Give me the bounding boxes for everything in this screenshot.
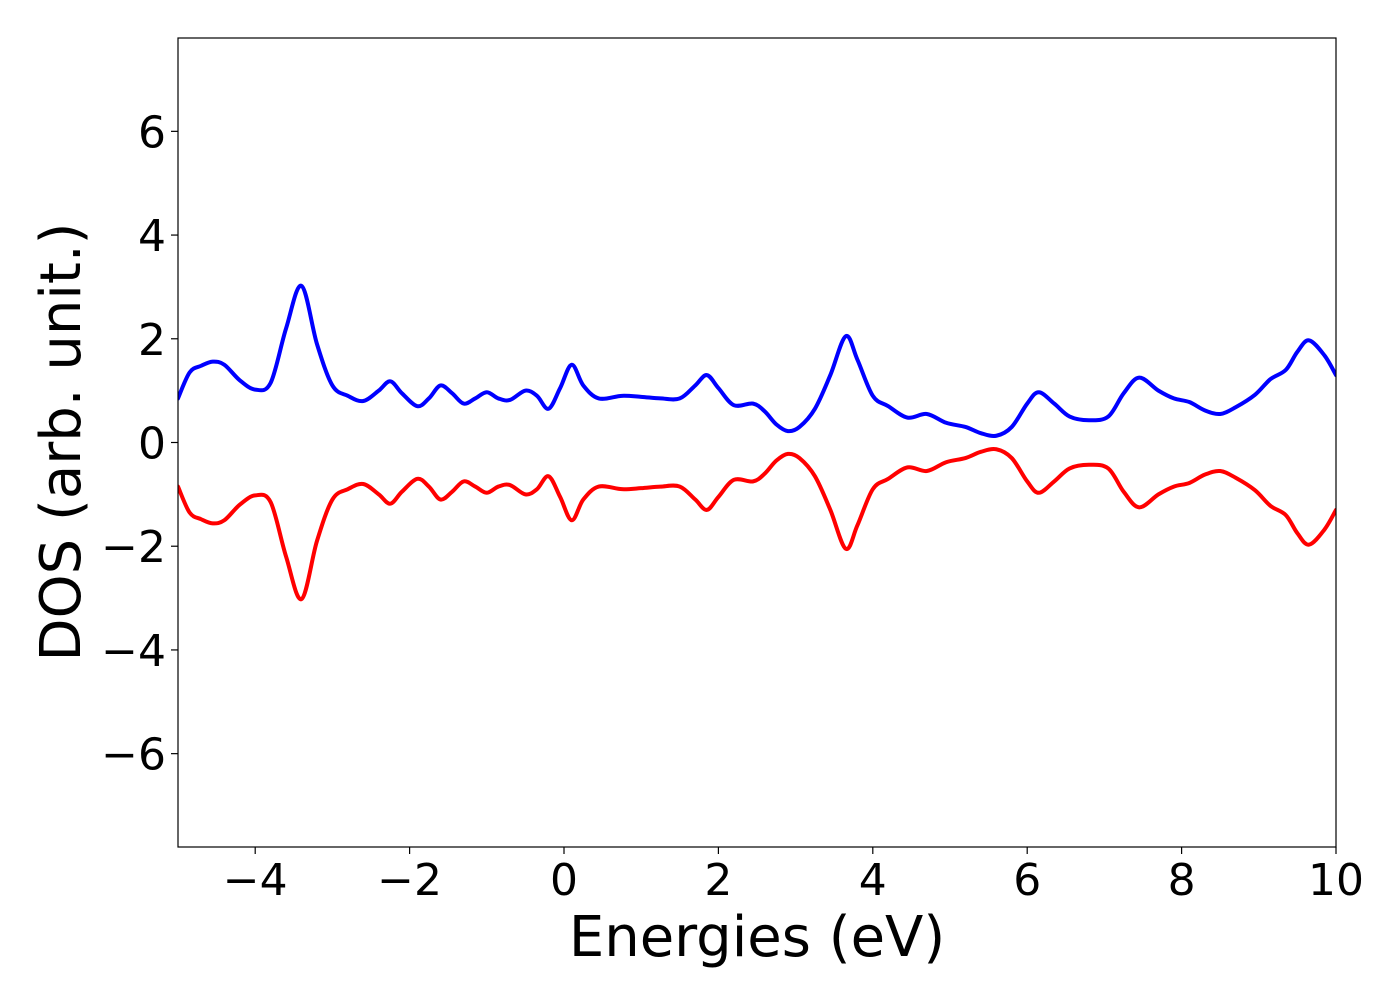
y-tick-label: −2: [101, 522, 166, 573]
x-tick-label: −4: [223, 855, 288, 906]
x-tick-label: 0: [550, 855, 578, 906]
y-tick-label: 6: [138, 107, 166, 158]
x-tick-label: 2: [704, 855, 732, 906]
x-tick-label: 4: [859, 855, 887, 906]
y-axis-title: DOS (arb. unit.): [29, 222, 94, 661]
series-line-2: [178, 446, 1336, 602]
x-tick-label: −2: [377, 855, 442, 906]
y-tick-label: 4: [138, 211, 166, 262]
series-layer: [178, 283, 1336, 602]
y-tick-label: 2: [138, 315, 166, 366]
x-axis-title: Energies (eV): [569, 905, 945, 970]
x-tick-label: 6: [1013, 855, 1041, 906]
y-tick-label: −6: [101, 730, 166, 781]
y-axis-ticks: −6 −4 −2 0 2 4 6: [101, 107, 178, 781]
plot-background: [178, 38, 1336, 847]
y-tick-label: 0: [138, 419, 166, 470]
y-tick-label: −4: [101, 626, 166, 677]
x-axis-ticks: −4 −2 0 2 4 6 8 10: [223, 847, 1364, 906]
x-tick-label: 8: [1168, 855, 1196, 906]
series-line-1: [178, 283, 1336, 439]
x-tick-label: 10: [1308, 855, 1364, 906]
